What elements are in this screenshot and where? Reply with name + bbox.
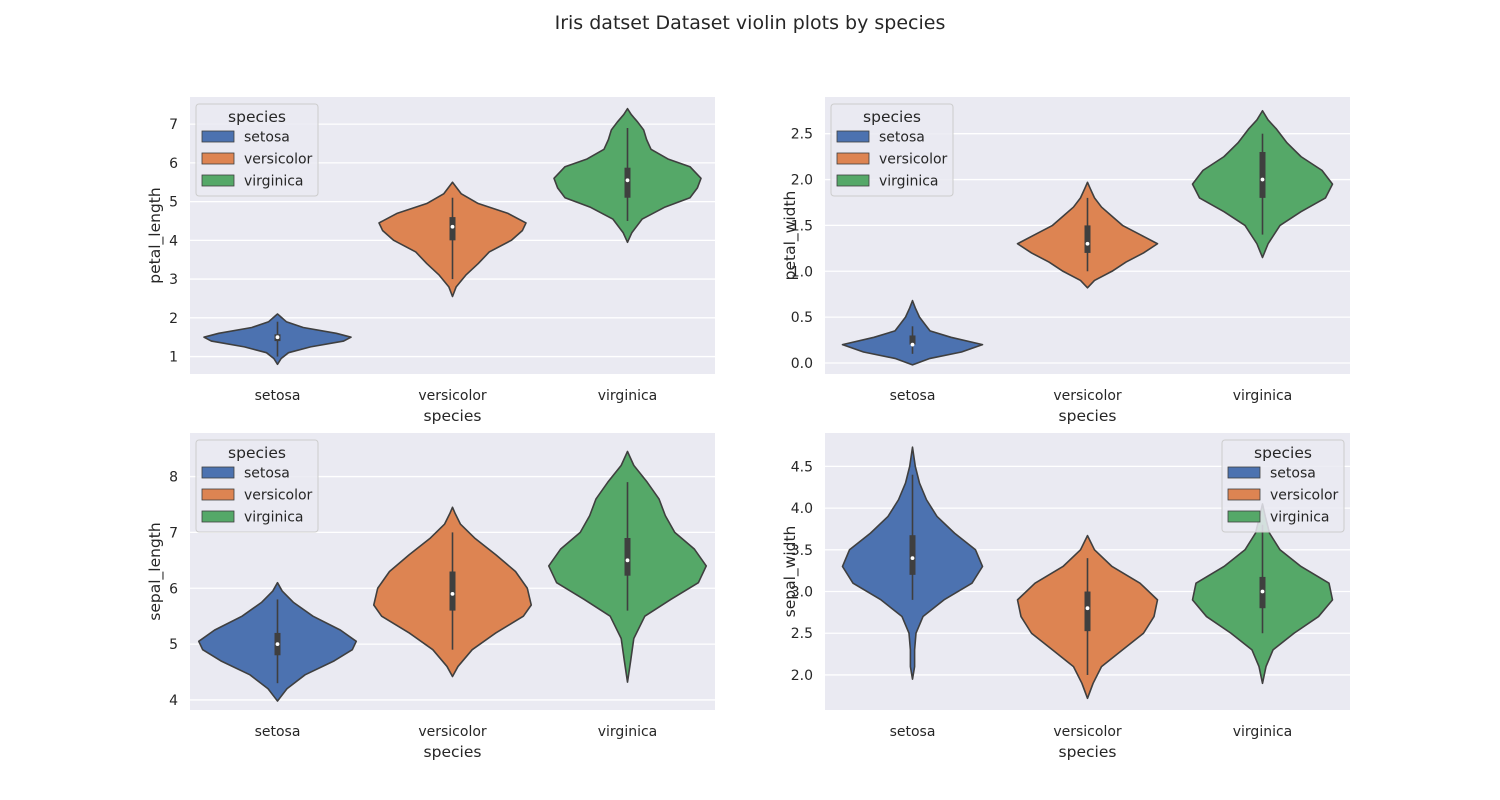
violin-median-marker: [910, 342, 915, 347]
y-tick-label: 2.5: [791, 127, 813, 143]
violin-panel-sepal-width: 2.0 2.5 3.0 3.5 4.0 4.5 setosa versicolor virgin…: [781, 433, 1350, 761]
legend-title: species: [228, 108, 286, 126]
legend-label: virginica: [244, 174, 304, 190]
y-tick-label: 1.0: [791, 264, 813, 280]
legend-frame: [195, 103, 319, 197]
figure-title: Iris datset Dataset violin plots by spec…: [554, 12, 946, 34]
y-tick-label: 5: [169, 637, 178, 653]
legend-label: versicolor: [879, 152, 948, 168]
y-axis-label: petal_width: [781, 191, 800, 281]
legend-swatch-virginica: [201, 510, 235, 523]
violin-median-marker: [275, 335, 280, 340]
y-tick-label: 3.5: [791, 543, 813, 559]
legend-swatch-setosa: [1227, 466, 1261, 479]
x-tick-label: versicolor: [418, 724, 487, 740]
x-axis-label: species: [1059, 407, 1117, 425]
legend-title: species: [228, 444, 286, 462]
legend: species setosa versicolor virginica: [1221, 439, 1345, 533]
legend-label: setosa: [879, 130, 925, 146]
x-tick-label: versicolor: [418, 388, 487, 404]
x-tick-label: versicolor: [1053, 724, 1122, 740]
y-tick-label: 2.5: [791, 626, 813, 642]
x-axis-label: species: [424, 407, 482, 425]
violin-median-marker: [1260, 177, 1265, 182]
y-tick-label: 4: [169, 693, 178, 709]
legend-frame: [1221, 439, 1345, 533]
legend-label: setosa: [244, 130, 290, 146]
violin-median-marker: [1085, 241, 1090, 246]
legend-frame: [195, 439, 319, 533]
y-tick-label: 1.5: [791, 218, 813, 234]
x-tick-label: virginica: [598, 724, 658, 740]
violin-panel-petal-width: 0.0 0.5 1.0 1.5 2.0 2.5 setosa versicolor virgin…: [781, 97, 1350, 425]
x-tick-label: setosa: [890, 388, 936, 404]
y-tick-label: 8: [169, 470, 178, 486]
y-axis-label: sepal_length: [146, 522, 165, 620]
legend-label: virginica: [879, 174, 939, 190]
y-tick-label: 1: [169, 350, 178, 366]
legend-frame: [830, 103, 954, 197]
x-tick-label: virginica: [598, 388, 658, 404]
y-tick-label: 4: [169, 233, 178, 249]
x-tick-label: versicolor: [1053, 388, 1122, 404]
legend-swatch-versicolor: [1227, 488, 1261, 501]
legend-label: setosa: [1270, 466, 1316, 482]
legend-title: species: [863, 108, 921, 126]
y-axis-label: petal_length: [146, 187, 165, 283]
x-tick-label: setosa: [890, 724, 936, 740]
y-tick-label: 2.0: [791, 173, 813, 189]
legend: species setosa versicolor virginica: [830, 103, 954, 197]
y-tick-label: 6: [169, 581, 178, 597]
legend-swatch-versicolor: [201, 152, 235, 165]
violin-median-marker: [450, 591, 455, 596]
legend: species setosa versicolor virginica: [195, 439, 319, 533]
violin-median-marker: [1260, 589, 1265, 594]
legend-swatch-versicolor: [201, 488, 235, 501]
violin-median-marker: [275, 642, 280, 647]
legend-swatch-setosa: [836, 130, 870, 143]
legend-label: virginica: [1270, 510, 1330, 526]
y-tick-label: 2.0: [791, 668, 813, 684]
y-tick-label: 2: [169, 311, 178, 327]
y-tick-label: 4.5: [791, 459, 813, 475]
x-tick-label: setosa: [255, 388, 301, 404]
legend-label: versicolor: [244, 488, 313, 504]
legend-swatch-versicolor: [836, 152, 870, 165]
x-tick-label: setosa: [255, 724, 301, 740]
x-tick-label: virginica: [1233, 388, 1293, 404]
y-tick-label: 4.0: [791, 501, 813, 517]
violin-median-marker: [1085, 606, 1090, 611]
y-tick-label: 3: [169, 272, 178, 288]
x-axis-label: species: [1059, 743, 1117, 761]
x-tick-label: virginica: [1233, 724, 1293, 740]
legend-swatch-virginica: [836, 174, 870, 187]
y-tick-label: 7: [169, 117, 178, 133]
legend-label: setosa: [244, 466, 290, 482]
violin-median-marker: [910, 556, 915, 561]
violin-panel-petal-length: 1 2 3 4 5 6 7 setosa versicolor virginica species p…: [146, 97, 715, 425]
y-tick-label: 7: [169, 525, 178, 541]
legend-swatch-virginica: [1227, 510, 1261, 523]
y-tick-label: 3.0: [791, 585, 813, 601]
y-tick-label: 0.5: [791, 310, 813, 326]
y-tick-label: 0.0: [791, 356, 813, 372]
legend-title: species: [1254, 444, 1312, 462]
violin-median-marker: [450, 224, 455, 229]
y-axis-label: sepal_width: [781, 526, 800, 618]
legend-swatch-setosa: [201, 466, 235, 479]
violin-panel-sepal-length: 4 5 6 7 8 setosa versicolor virginica species sep…: [146, 433, 715, 761]
legend-swatch-setosa: [201, 130, 235, 143]
legend-swatch-virginica: [201, 174, 235, 187]
legend-label: virginica: [244, 510, 304, 526]
x-axis-label: species: [424, 743, 482, 761]
legend-label: versicolor: [244, 152, 313, 168]
legend-label: versicolor: [1270, 488, 1339, 504]
violin-median-marker: [625, 178, 630, 183]
violin-median-marker: [625, 558, 630, 563]
legend: species setosa versicolor virginica: [195, 103, 319, 197]
y-tick-label: 5: [169, 195, 178, 211]
y-tick-label: 6: [169, 156, 178, 172]
